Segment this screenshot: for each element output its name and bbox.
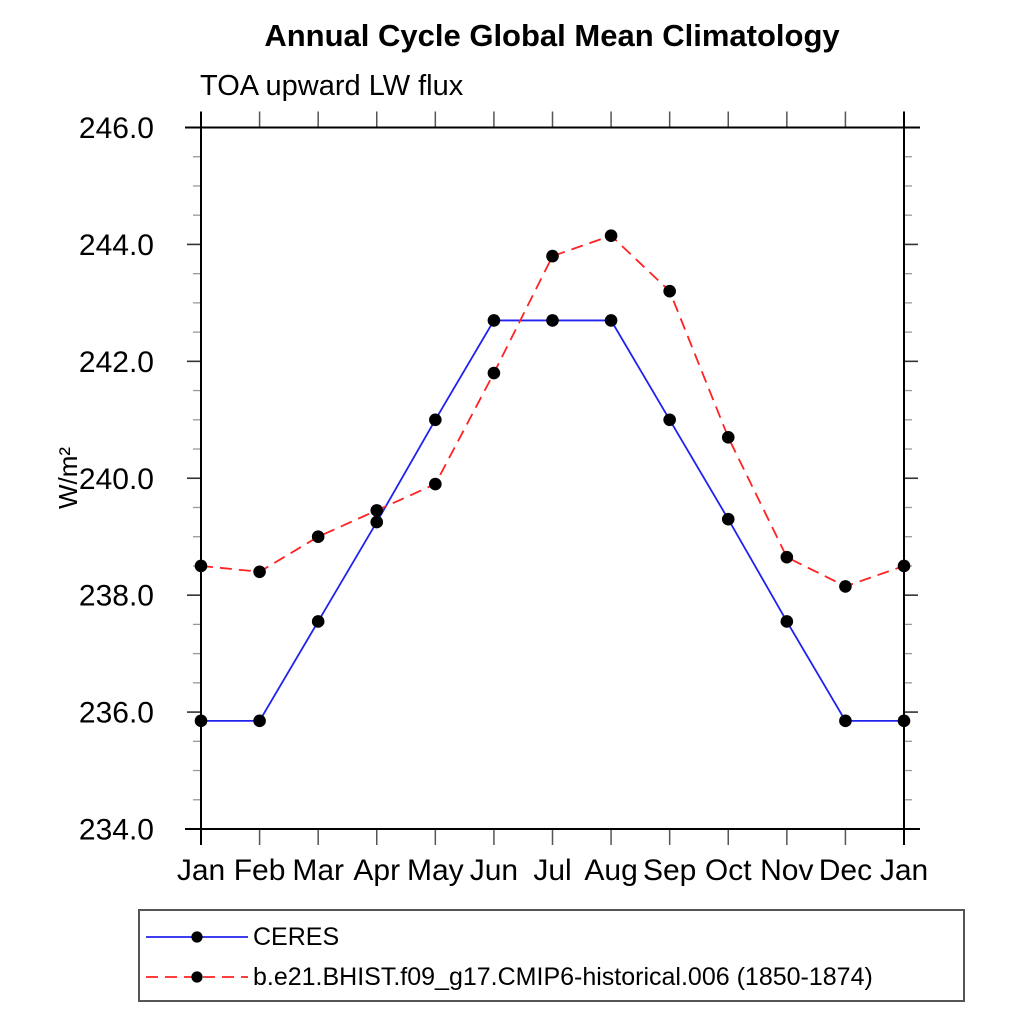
x-tick-label: Feb — [234, 854, 286, 887]
data-point-marker-1 — [311, 530, 325, 544]
x-tick-label: Sep — [643, 854, 696, 887]
data-point-marker-1 — [839, 580, 852, 593]
legend-label-ceres: CERES — [253, 922, 340, 951]
data-point-marker-0 — [604, 314, 618, 327]
x-tick-label: Apr — [353, 854, 400, 887]
data-point-marker-0 — [897, 714, 911, 728]
data-point-marker-1 — [721, 431, 735, 444]
data-point-marker-1 — [546, 249, 559, 263]
data-point-marker-0 — [194, 714, 208, 728]
series-line-0 — [201, 319, 904, 722]
data-point-marker-0 — [663, 413, 676, 427]
y-tick-label: 244.0 — [79, 229, 154, 262]
y-tick-label: 234.0 — [79, 814, 154, 847]
data-point-marker-0 — [253, 714, 266, 728]
y-tick-label: 246.0 — [79, 112, 154, 145]
series-line-1 — [200, 234, 905, 588]
data-point-marker-1 — [487, 366, 501, 380]
legend-label-model: b.e21.BHIST.f09_g17.CMIP6-historical.006… — [253, 962, 873, 991]
data-point-marker-1 — [663, 284, 676, 298]
legend-line-sample-model — [146, 971, 248, 983]
y-tick-label: 238.0 — [79, 580, 154, 613]
data-point-marker-1 — [780, 550, 794, 564]
data-point-marker-0 — [839, 714, 852, 728]
data-point-marker-0 — [429, 413, 442, 427]
data-point-marker-0 — [311, 615, 325, 628]
legend-line-sample-ceres — [146, 931, 248, 943]
x-tick-label: Jul — [533, 854, 571, 887]
data-point-marker-0 — [721, 512, 735, 526]
data-point-marker-1 — [604, 229, 618, 242]
x-tick-label: Dec — [819, 854, 872, 887]
legend-marker — [191, 931, 203, 943]
y-tick-label: 242.0 — [79, 346, 154, 379]
chart-subtitle: TOA upward LW flux — [200, 70, 464, 102]
data-point-marker-1 — [194, 559, 208, 573]
x-tick-label: Nov — [760, 854, 813, 887]
data-point-marker-0 — [546, 314, 559, 327]
x-tick-label: Jan — [880, 854, 928, 887]
data-point-marker-1 — [370, 504, 384, 517]
data-point-marker-1 — [897, 559, 911, 573]
legend: CERES b.e21.BHIST.f09_g17.CMIP6-historic… — [138, 909, 965, 1002]
y-tick-label: 236.0 — [79, 697, 154, 730]
y-tick-label: 240.0 — [79, 463, 154, 496]
x-tick-label: Jun — [470, 854, 518, 887]
legend-entry-ceres: CERES — [144, 920, 339, 954]
data-point-marker-1 — [253, 565, 266, 579]
legend-entry-model: b.e21.BHIST.f09_g17.CMIP6-historical.006… — [144, 960, 873, 994]
data-point-marker-0 — [487, 314, 501, 327]
x-tick-label: Mar — [292, 854, 344, 887]
x-tick-label: May — [407, 854, 464, 887]
chart-title: Annual Cycle Global Mean Climatology — [264, 18, 840, 53]
data-point-marker-1 — [429, 477, 442, 491]
x-tick-label: Aug — [584, 854, 637, 887]
x-tick-label: Oct — [705, 854, 752, 887]
legend-marker — [191, 971, 203, 983]
x-tick-label: Jan — [177, 854, 225, 887]
data-point-marker-0 — [780, 615, 794, 628]
data-point-marker-0 — [370, 515, 384, 529]
